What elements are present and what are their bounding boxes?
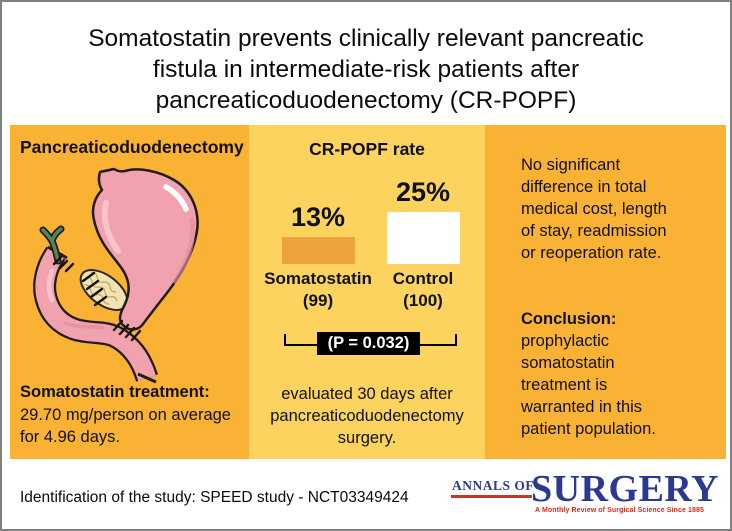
- conclusion-label: Conclusion:: [521, 310, 617, 328]
- title-line: pancreaticoduodenectomy (CR-POPF): [155, 87, 577, 114]
- bar-control: [386, 212, 460, 264]
- bar-group-control: 25%: [362, 177, 484, 264]
- panel-cr-popf-rate: CR-POPF rate 13% 25% Somatostatin (99) C…: [249, 125, 485, 459]
- bar-somatostatin: [281, 237, 355, 264]
- panel-outcomes: No significant difference in total medic…: [485, 125, 726, 459]
- bar-label-control: Control (100): [392, 269, 454, 310]
- page-title: Somatostatin prevents clinically relevan…: [2, 23, 730, 116]
- stomach-graphic: [91, 167, 199, 331]
- bar-value-label: 25%: [395, 177, 451, 207]
- logo-annals-of: ANNALS OF: [452, 478, 535, 493]
- treatment-label: Somatostatin treatment:: [20, 383, 210, 401]
- logo-red-rule: [451, 495, 532, 498]
- bar-group-somatostatin: 13%: [257, 202, 379, 264]
- bar-label-somatostatin: Somatostatin (99): [264, 269, 372, 310]
- title-line: fistula in intermediate-risk patients af…: [152, 56, 580, 83]
- suture-stitches: [52, 255, 142, 342]
- conclusion-text: Conclusion: prophylactic somatostatin tr…: [521, 308, 713, 440]
- study-identification: Identification of the study: SPEED study…: [20, 489, 409, 506]
- logo-tagline: A Monthly Review of Surgical Science Sin…: [535, 507, 704, 514]
- logo-surgery: SURGERY: [531, 468, 719, 510]
- jejunum-graphic: [33, 245, 158, 384]
- bar-value-label: 13%: [290, 202, 346, 232]
- stomach-illustration: [33, 167, 199, 384]
- chart-title: CR-POPF rate: [309, 139, 425, 159]
- chart-footnote: evaluated 30 days after pancreaticoduode…: [270, 385, 464, 447]
- pancreas-graphic: [79, 269, 129, 311]
- annals-of-surgery-logo: ANNALS OF SURGERY A Monthly Review of Su…: [451, 468, 727, 521]
- outcomes-text: No significant difference in total medic…: [521, 156, 667, 262]
- title-line: Somatostatin prevents clinically relevan…: [88, 25, 644, 52]
- panel-procedure: Pancreaticoduodenectomy: [10, 125, 249, 459]
- p-value-badge: (P = 0.032): [317, 332, 420, 355]
- treatment-line: 29.70 mg/person on average: [20, 405, 231, 424]
- procedure-header: Pancreaticoduodenectomy: [20, 137, 244, 157]
- treatment-line: for 4.96 days.: [20, 428, 120, 446]
- treatment-text: Somatostatin treatment: 29.70 mg/person …: [20, 381, 246, 449]
